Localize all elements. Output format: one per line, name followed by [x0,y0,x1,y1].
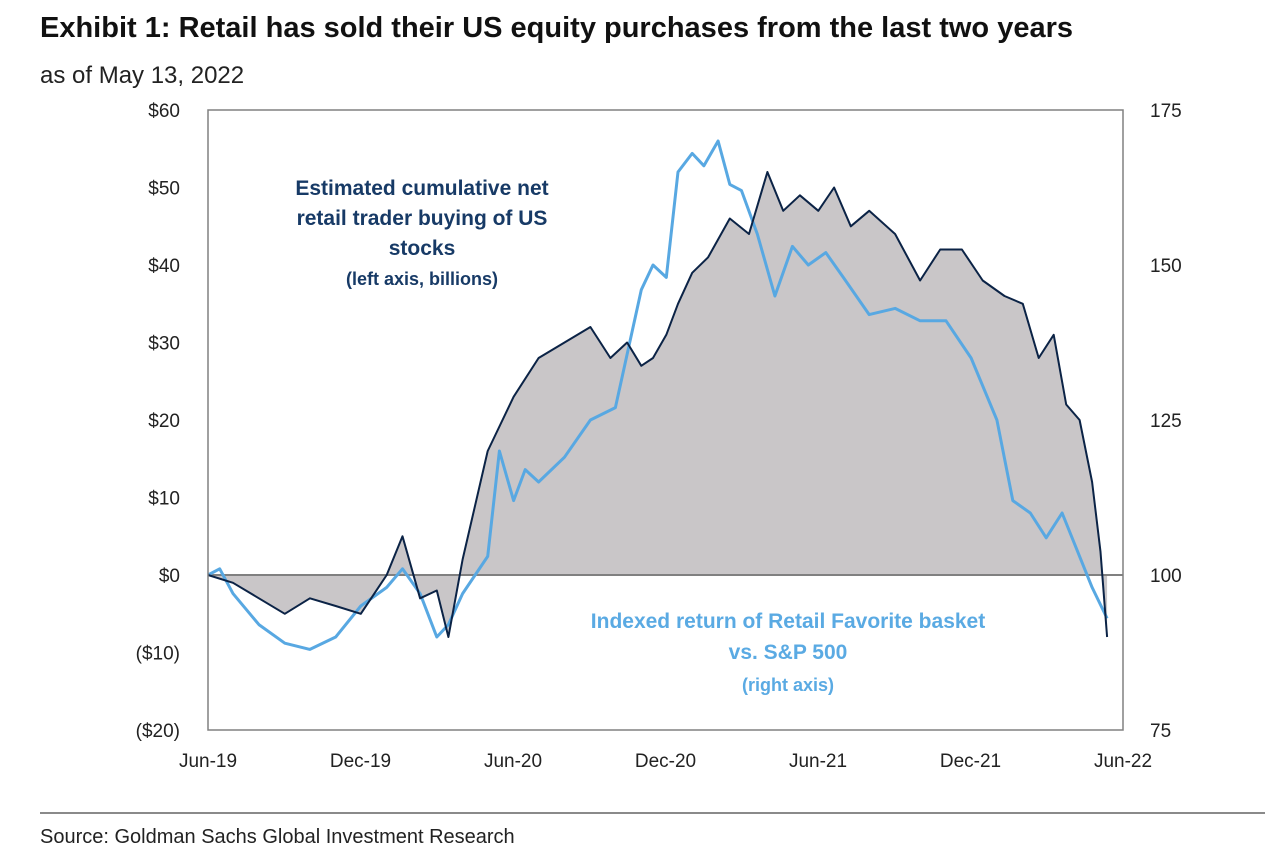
cumulative-buying-area [208,172,1108,637]
x-tick-label: Dec-19 [330,751,391,772]
x-tick-label: Dec-20 [635,751,696,772]
retail-basket-line [207,139,1109,651]
footer-divider [40,812,1265,814]
right-tick-label: 75 [1150,721,1171,742]
x-tick-label: Jun-20 [484,751,542,772]
right-tick-label: 150 [1150,256,1182,277]
x-tick-label: Jun-22 [1094,751,1152,772]
x-tick-label: Jun-21 [789,751,847,772]
cumulative-annotation: retail trader buying of US [297,207,548,230]
plot-border [207,109,1124,731]
left-tick-label: $50 [148,179,180,200]
chart-subtitle: as of May 13, 2022 [40,62,245,89]
chart-title: Exhibit 1: Retail has sold their US equi… [40,12,1073,44]
left-tick-label: $10 [148,489,180,510]
right-tick-label: 175 [1150,101,1182,122]
cumulative-annotation: stocks [389,237,456,260]
left-tick-label: ($10) [136,644,180,665]
left-tick-label: ($20) [136,721,180,742]
basket-annotation: (right axis) [742,675,834,695]
cumulative-annotation: Estimated cumulative net [295,177,548,200]
left-tick-label: $20 [148,411,180,432]
right-tick-label: 125 [1150,411,1182,432]
left-tick-label: $60 [148,101,180,122]
x-tick-label: Jun-19 [179,751,237,772]
source-note: Source: Goldman Sachs Global Investment … [40,826,515,848]
cumulative-buying-line [207,171,1109,638]
right-tick-label: 100 [1150,566,1182,587]
x-tick-label: Dec-21 [940,751,1001,772]
basket-annotation: vs. S&P 500 [729,641,848,664]
left-tick-label: $30 [148,334,180,355]
left-tick-label: $40 [148,256,180,277]
cumulative-annotation: (left axis, billions) [346,269,498,289]
basket-annotation: Indexed return of Retail Favorite basket [591,610,985,633]
left-tick-label: $0 [159,566,180,587]
